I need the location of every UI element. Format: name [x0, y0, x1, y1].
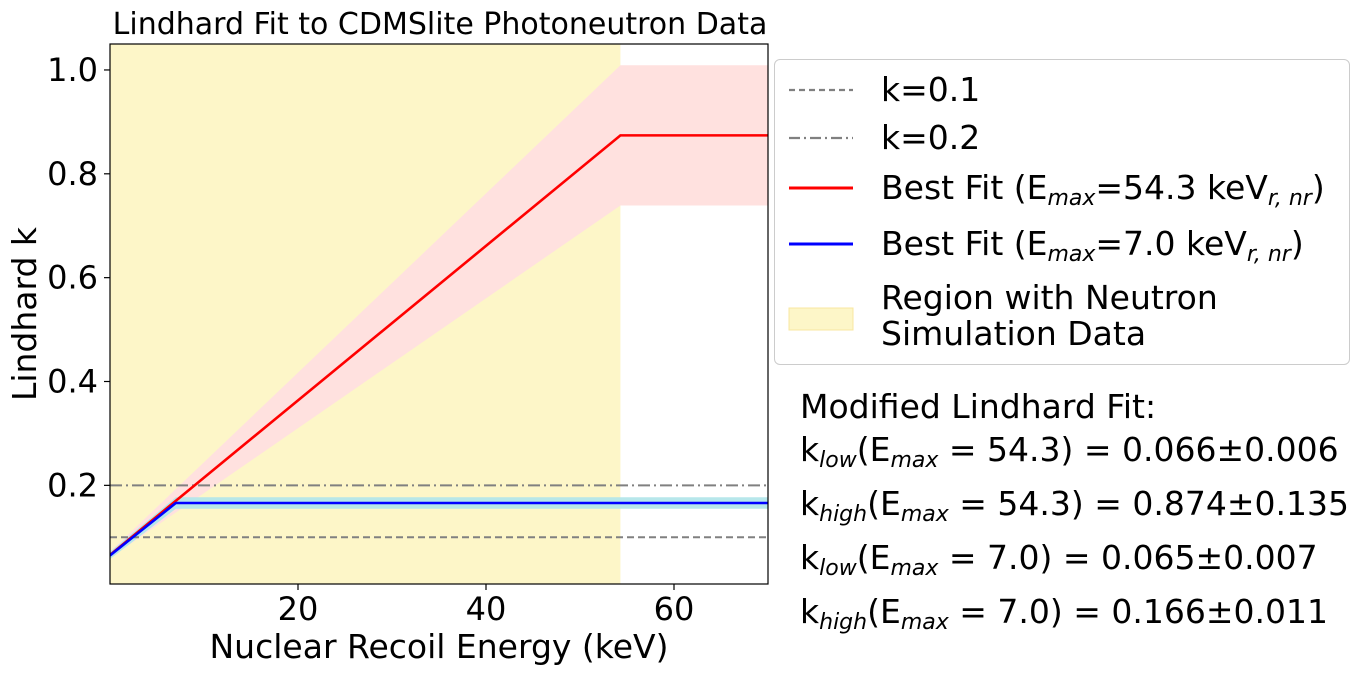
dashdot-line-icon	[789, 136, 853, 140]
legend-label-k01: k=0.1	[881, 70, 981, 109]
plot-content	[110, 44, 768, 584]
annotation-heading: Modified Lindhard Fit:	[800, 387, 1157, 426]
red-line-icon	[789, 186, 853, 190]
y-tick-label: 0.4	[47, 363, 98, 401]
legend-label-region-line1: Region with Neutron	[881, 278, 1218, 317]
x-tick-label: 20	[278, 590, 319, 628]
y-tick-label: 1.0	[47, 51, 98, 89]
y-tick-label: 0.2	[47, 466, 98, 504]
uncertainty-band	[110, 65, 768, 559]
dashed-line-icon	[789, 88, 853, 92]
plot-area: 20 40 60 0.2 0.4 0.6 0.8 1.0	[47, 43, 769, 628]
x-tick-label: 40	[466, 590, 507, 628]
series-line	[110, 134, 768, 556]
blue-line-icon	[789, 242, 853, 246]
legend-label-best-fit-red: Best Fit (Emax=54.3 keVr, nr)	[881, 168, 1325, 212]
annotation-row: khigh(Emax = 7.0) = 0.166±0.011	[800, 592, 1328, 635]
y-axis-label: Lindhard k	[5, 226, 44, 401]
y-tick-label: 0.6	[47, 259, 98, 297]
x-tick-label: 60	[654, 590, 695, 628]
legend-label-k02: k=0.2	[881, 118, 981, 157]
fit-results-annotation: Modified Lindhard Fit: klow(Emax = 54.3)…	[800, 385, 1349, 644]
legend-label-best-fit-blue: Best Fit (Emax=7.0 keVr, nr)	[881, 224, 1304, 268]
annotation-row: klow(Emax = 54.3) = 0.066±0.006	[800, 430, 1339, 473]
y-tick-label: 0.8	[47, 155, 98, 193]
axes-frame	[109, 43, 769, 585]
legend: k=0.1 k=0.2 Best Fit (Emax=54.3 keVr, nr…	[774, 59, 1350, 365]
legend-item-region: Region with Neutron Simulation Data	[775, 280, 1349, 352]
annotation-row: khigh(Emax = 54.3) = 0.874±0.135	[800, 484, 1349, 527]
x-axis-label: Nuclear Recoil Energy (keV)	[210, 627, 669, 666]
series-line	[110, 501, 768, 557]
yellow-region-swatch-icon	[788, 307, 854, 331]
chart-title: Lindhard Fit to CDMSlite Photoneutron Da…	[113, 7, 768, 42]
annotation-row: klow(Emax = 7.0) = 0.065±0.007	[800, 538, 1318, 581]
legend-label-region-line2: Simulation Data	[881, 314, 1147, 353]
